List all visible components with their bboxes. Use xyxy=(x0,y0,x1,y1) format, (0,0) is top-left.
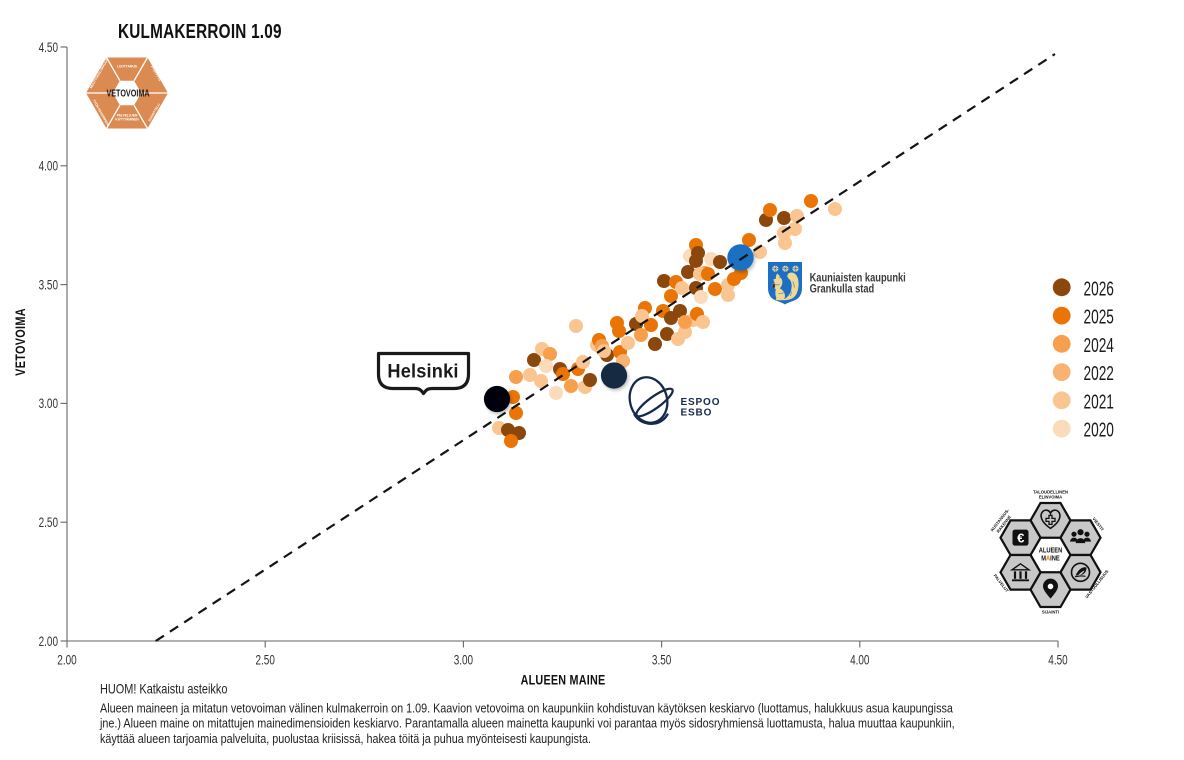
svg-text:KULMAKERROIN 1.09: KULMAKERROIN 1.09 xyxy=(118,20,282,42)
svg-text:4.00: 4.00 xyxy=(39,158,59,174)
svg-text:Alueen maineen ja mitatun veto: Alueen maineen ja mitatun vetovoiman väl… xyxy=(100,701,953,716)
svg-text:ESBO: ESBO xyxy=(681,408,713,419)
svg-text:4.00: 4.00 xyxy=(850,652,870,668)
svg-text:käyttää alueen tarjoamia palve: käyttää alueen tarjoamia palveluita, puo… xyxy=(100,731,591,746)
svg-text:4.50: 4.50 xyxy=(39,39,59,55)
svg-text:LUOTTAMUS: LUOTTAMUS xyxy=(117,65,137,69)
svg-text:2026: 2026 xyxy=(1084,277,1114,301)
svg-text:MAINE: MAINE xyxy=(1041,555,1060,563)
svg-text:Kauniaisten kaupunki: Kauniaisten kaupunki xyxy=(810,273,906,285)
svg-text:3.00: 3.00 xyxy=(39,396,59,412)
svg-text:3.50: 3.50 xyxy=(652,652,672,668)
svg-text:HUOM! Katkaistu asteikko: HUOM! Katkaistu asteikko xyxy=(100,681,228,696)
svg-text:2.50: 2.50 xyxy=(256,652,276,668)
svg-text:2025: 2025 xyxy=(1084,305,1114,329)
svg-text:PALVELUJEN: PALVELUJEN xyxy=(117,114,138,118)
svg-text:ELINVOIMA: ELINVOIMA xyxy=(1039,495,1062,500)
svg-text:ESPOO: ESPOO xyxy=(681,397,721,408)
svg-text:Grankulla stad: Grankulla stad xyxy=(810,284,875,296)
svg-text:2.50: 2.50 xyxy=(39,514,59,530)
svg-text:jne.) Alueen maine on mitattuj: jne.) Alueen maine on mitattujen mainedi… xyxy=(99,716,955,731)
svg-text:3.00: 3.00 xyxy=(454,652,474,668)
svg-text:2024: 2024 xyxy=(1084,333,1115,357)
svg-text:2021: 2021 xyxy=(1084,390,1114,414)
svg-text:ALUEEN MAINE: ALUEEN MAINE xyxy=(521,672,606,688)
svg-text:2020: 2020 xyxy=(1084,418,1114,442)
svg-text:2.00: 2.00 xyxy=(57,652,77,668)
svg-text:SIJAINTI: SIJAINTI xyxy=(1042,610,1059,615)
svg-text:2.00: 2.00 xyxy=(39,633,59,649)
svg-text:ALUEEN: ALUEEN xyxy=(1039,547,1063,555)
svg-text:TALOUDELLINEN: TALOUDELLINEN xyxy=(1033,490,1068,495)
svg-text:€: € xyxy=(1017,530,1024,545)
svg-text:Helsinki: Helsinki xyxy=(387,360,458,381)
svg-text:4.50: 4.50 xyxy=(1048,652,1068,668)
svg-text:KÄYTTÄMINEN: KÄYTTÄMINEN xyxy=(115,118,139,122)
svg-text:VETOVOIMA: VETOVOIMA xyxy=(13,308,29,376)
svg-text:2022: 2022 xyxy=(1084,361,1114,385)
svg-text:VETOVOIMA: VETOVOIMA xyxy=(106,87,150,98)
svg-text:3.50: 3.50 xyxy=(39,277,59,293)
svg-text:PYSYVYYS: PYSYVYYS xyxy=(150,65,162,82)
